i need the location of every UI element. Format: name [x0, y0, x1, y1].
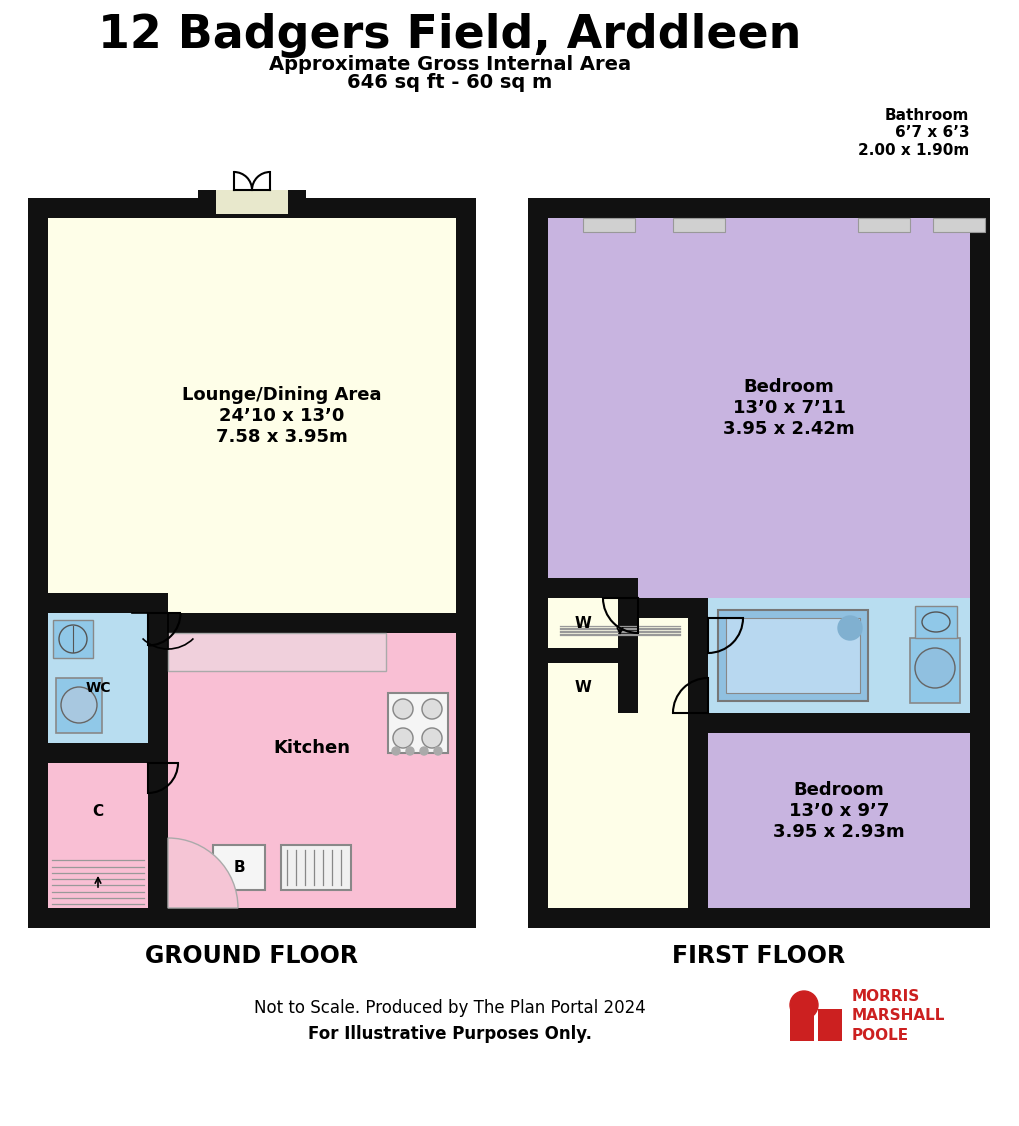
Bar	[53, 620, 93, 658]
Circle shape	[914, 647, 954, 688]
Bar	[48, 763, 148, 858]
Bar	[726, 618, 859, 692]
Circle shape	[406, 747, 414, 756]
Bar	[547, 218, 969, 598]
Text: WC: WC	[86, 681, 111, 695]
Bar	[48, 743, 168, 763]
Bar	[707, 713, 969, 908]
Bar	[28, 908, 476, 928]
Bar	[528, 198, 547, 928]
Text: Lounge/Dining Area
24’10 x 13’0
7.58 x 3.95m: Lounge/Dining Area 24’10 x 13’0 7.58 x 3…	[182, 386, 381, 446]
Bar	[707, 713, 969, 733]
Text: For Illustrative Purposes Only.: For Illustrative Purposes Only.	[308, 1025, 591, 1043]
Text: Not to Scale. Produced by The Plan Portal 2024: Not to Scale. Produced by The Plan Porta…	[254, 999, 645, 1017]
Bar	[56, 678, 102, 733]
Bar	[148, 743, 168, 858]
Circle shape	[422, 729, 441, 748]
Bar	[618, 578, 637, 647]
Text: 646 sq ft - 60 sq m: 646 sq ft - 60 sq m	[347, 72, 552, 91]
Bar	[48, 593, 168, 613]
Text: Bedroom
13’0 x 9’7
3.95 x 2.93m: Bedroom 13’0 x 9’7 3.95 x 2.93m	[772, 781, 904, 841]
Bar	[28, 198, 476, 218]
Bar	[547, 598, 618, 647]
Bar	[583, 218, 635, 232]
Bar	[673, 218, 725, 232]
Bar	[455, 198, 476, 928]
Bar	[914, 606, 956, 638]
Bar	[547, 598, 688, 908]
Wedge shape	[168, 838, 237, 908]
Text: Bathroom
6’7 x 6’3
2.00 x 1.90m: Bathroom 6’7 x 6’3 2.00 x 1.90m	[857, 108, 968, 158]
Bar	[198, 190, 306, 218]
Circle shape	[392, 729, 413, 748]
Bar	[148, 593, 168, 743]
Text: MORRIS
MARSHALL
POOLE: MORRIS MARSHALL POOLE	[851, 990, 945, 1043]
Bar	[48, 613, 148, 743]
Bar	[28, 198, 48, 928]
Bar	[932, 218, 984, 232]
Bar	[547, 598, 568, 647]
Text: 12 Badgers Field, Arddleen: 12 Badgers Field, Arddleen	[98, 14, 801, 59]
Bar	[547, 598, 707, 618]
Circle shape	[61, 687, 97, 723]
Bar	[909, 638, 959, 703]
Bar	[547, 578, 618, 598]
Bar	[387, 692, 447, 753]
Bar	[717, 610, 867, 701]
Circle shape	[838, 616, 861, 640]
Bar	[148, 858, 168, 908]
Bar	[547, 643, 637, 663]
Text: C: C	[93, 804, 104, 819]
Bar	[528, 198, 989, 218]
Circle shape	[433, 747, 441, 756]
Bar	[48, 858, 148, 908]
Text: Kitchen: Kitchen	[273, 739, 351, 757]
Circle shape	[391, 747, 399, 756]
Circle shape	[420, 747, 428, 756]
Text: Bedroom
13’0 x 7’11
3.95 x 2.42m: Bedroom 13’0 x 7’11 3.95 x 2.42m	[722, 378, 854, 438]
Bar	[213, 844, 265, 890]
Bar	[48, 218, 455, 908]
Bar	[48, 218, 455, 613]
Bar	[618, 663, 637, 713]
Circle shape	[392, 699, 413, 720]
Bar	[857, 218, 909, 232]
Bar	[547, 598, 688, 618]
Circle shape	[422, 699, 441, 720]
Text: W: W	[574, 680, 591, 696]
Bar	[168, 633, 385, 671]
Text: B: B	[233, 860, 245, 876]
Bar	[817, 1009, 841, 1042]
Bar	[547, 663, 618, 713]
Text: FIRST FLOOR: FIRST FLOOR	[672, 944, 845, 968]
Bar	[688, 618, 707, 908]
Bar	[280, 844, 351, 890]
Bar	[168, 613, 455, 633]
Text: Approximate Gross Internal Area: Approximate Gross Internal Area	[269, 54, 631, 73]
Bar	[707, 598, 969, 713]
Text: W: W	[574, 616, 591, 631]
Bar	[216, 190, 287, 214]
Bar	[790, 1009, 813, 1042]
Bar	[528, 908, 989, 928]
Text: GROUND FLOOR: GROUND FLOOR	[146, 944, 358, 968]
Circle shape	[790, 991, 817, 1019]
Bar	[969, 198, 989, 928]
